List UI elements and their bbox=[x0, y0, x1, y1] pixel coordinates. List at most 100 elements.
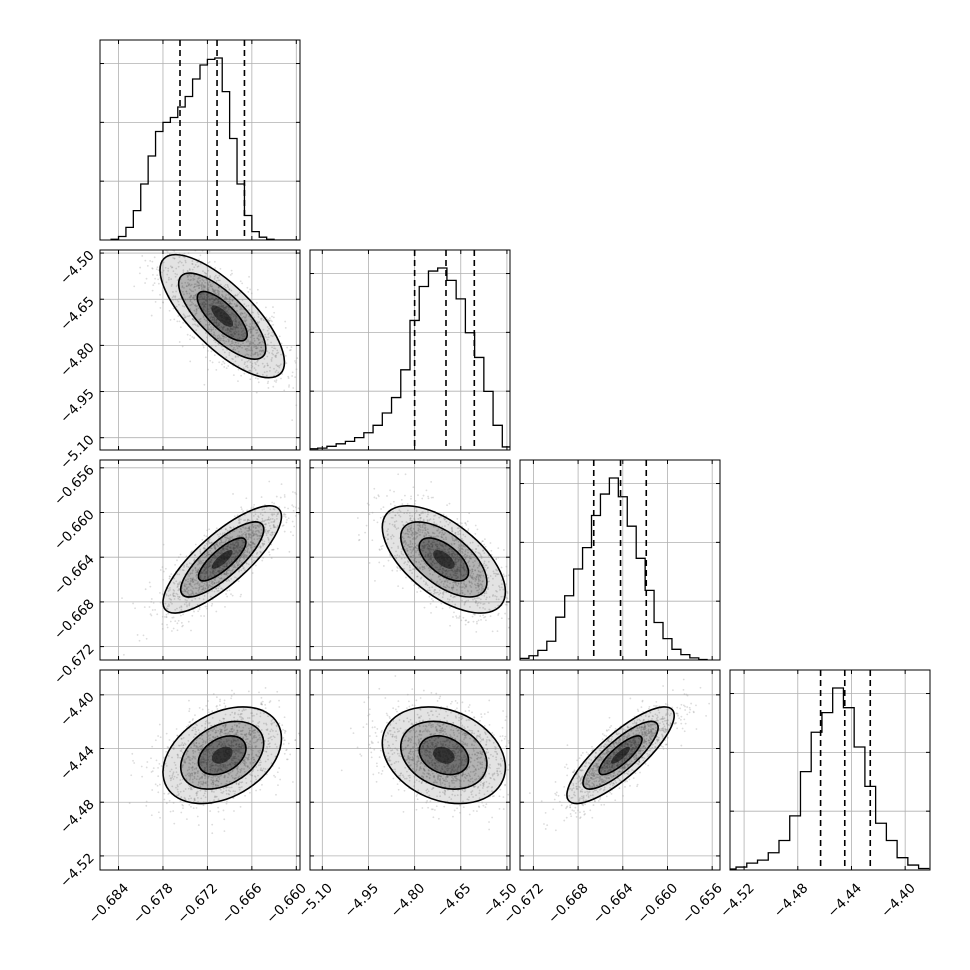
sample-point bbox=[193, 285, 196, 288]
sample-point bbox=[209, 595, 212, 598]
sample-point bbox=[202, 279, 205, 282]
sample-point bbox=[156, 613, 159, 616]
sample-point bbox=[268, 317, 271, 320]
sample-point bbox=[231, 357, 233, 360]
sample-point bbox=[453, 611, 455, 614]
sample-point bbox=[414, 533, 417, 536]
sample-point bbox=[203, 383, 206, 386]
sample-point bbox=[230, 526, 233, 529]
sample-point bbox=[466, 520, 469, 523]
sample-point bbox=[252, 506, 255, 509]
sample-point bbox=[258, 350, 261, 353]
sample-point bbox=[376, 521, 379, 524]
sample-point bbox=[183, 583, 186, 585]
sample-point bbox=[253, 543, 256, 545]
sample-point bbox=[230, 759, 233, 762]
sample-point bbox=[477, 577, 480, 580]
sample-point bbox=[213, 354, 216, 357]
sample-point bbox=[283, 530, 286, 533]
sample-point bbox=[234, 348, 237, 351]
sample-point bbox=[425, 534, 427, 537]
sample-point bbox=[268, 519, 271, 521]
sample-point bbox=[216, 299, 219, 302]
sample-point bbox=[240, 327, 243, 330]
sample-point bbox=[208, 312, 211, 315]
sample-point bbox=[253, 316, 256, 319]
sample-point bbox=[458, 527, 460, 529]
sample-point bbox=[464, 550, 467, 553]
sample-point bbox=[175, 267, 178, 270]
sample-point bbox=[188, 273, 191, 276]
sample-point bbox=[219, 337, 222, 340]
sample-point bbox=[202, 584, 205, 587]
sample-point bbox=[218, 704, 221, 707]
sample-point bbox=[295, 515, 297, 517]
sample-point bbox=[235, 326, 238, 329]
sample-point bbox=[203, 582, 206, 585]
sample-point bbox=[273, 347, 275, 350]
sample-point bbox=[420, 548, 423, 551]
histogram-bar bbox=[583, 548, 592, 660]
sample-point bbox=[213, 299, 216, 302]
sample-point bbox=[210, 744, 213, 747]
sample-point bbox=[269, 527, 272, 530]
sample-point bbox=[425, 533, 428, 536]
sample-point bbox=[225, 305, 228, 308]
sample-point bbox=[257, 335, 260, 338]
sample-point bbox=[430, 554, 432, 557]
sample-point bbox=[472, 561, 474, 564]
sample-point bbox=[215, 543, 218, 546]
sample-point bbox=[405, 532, 407, 535]
sample-point bbox=[191, 772, 194, 775]
sample-point bbox=[191, 578, 194, 581]
sample-point bbox=[419, 524, 421, 527]
sample-point bbox=[238, 517, 241, 520]
sample-point bbox=[213, 737, 216, 739]
sample-point bbox=[265, 534, 268, 537]
sample-point bbox=[455, 558, 457, 560]
sample-point bbox=[406, 532, 409, 535]
sample-point bbox=[197, 570, 200, 572]
sample-point bbox=[131, 243, 133, 245]
sample-point bbox=[444, 586, 446, 589]
sample-point bbox=[195, 312, 198, 315]
sample-point bbox=[200, 748, 203, 751]
sample-point bbox=[185, 583, 188, 586]
sample-point bbox=[450, 586, 453, 589]
sample-point bbox=[190, 294, 192, 297]
sample-point bbox=[259, 534, 262, 537]
sample-point bbox=[415, 531, 418, 534]
sample-point bbox=[224, 528, 227, 531]
sample-point bbox=[171, 616, 174, 619]
sample-point bbox=[442, 567, 445, 570]
sample-point bbox=[432, 536, 435, 538]
sample-point bbox=[455, 583, 457, 586]
sample-point bbox=[284, 516, 287, 518]
sample-point bbox=[227, 537, 230, 540]
sample-point bbox=[259, 736, 261, 739]
sample-point bbox=[121, 597, 123, 600]
sample-point bbox=[233, 566, 236, 569]
sample-point bbox=[252, 532, 254, 535]
sample-point bbox=[157, 242, 159, 244]
density-fill bbox=[433, 550, 455, 569]
sample-point bbox=[239, 518, 242, 521]
sample-point bbox=[465, 619, 468, 622]
sample-point bbox=[216, 708, 219, 710]
sample-point bbox=[438, 583, 440, 586]
sample-point bbox=[227, 578, 230, 581]
sample-point bbox=[168, 739, 171, 741]
sample-point bbox=[225, 340, 227, 343]
sample-point bbox=[222, 548, 225, 550]
sample-point bbox=[441, 580, 443, 583]
sample-point bbox=[221, 306, 223, 308]
sample-point bbox=[224, 744, 226, 746]
sample-point bbox=[464, 619, 467, 622]
sample-point bbox=[247, 544, 250, 547]
sample-point bbox=[131, 244, 133, 246]
sample-point bbox=[231, 594, 234, 597]
sample-point bbox=[188, 583, 191, 585]
sample-point bbox=[197, 568, 199, 571]
sample-point bbox=[239, 344, 242, 346]
